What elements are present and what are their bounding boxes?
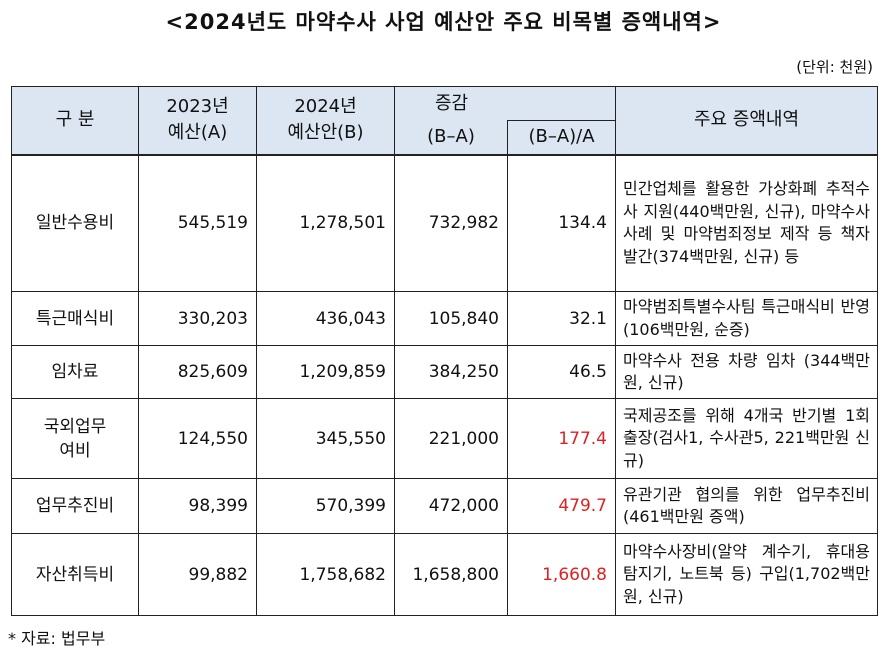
row-budget-2023: 545,519 xyxy=(138,154,257,292)
row-category: 업무추진비 xyxy=(11,478,139,534)
row-budget-2024: 345,550 xyxy=(256,398,395,479)
header-category: 구 분 xyxy=(11,86,139,155)
table-header: 구 분 2023년 예산(A) 2024년 예산안(B) 증감 주요 증액내역 … xyxy=(11,86,878,155)
header-budget-2024-year: 2024년 xyxy=(294,96,357,118)
row-category: 일반수용비 xyxy=(11,154,139,292)
table-row: 일반수용비 545,519 1,278,501 732,982 134.4 민간… xyxy=(11,154,878,292)
row-category: 자산취득비 xyxy=(11,533,139,616)
row-budget-2023: 825,609 xyxy=(138,345,257,399)
header-budget-2023-year: 2023년 xyxy=(166,96,229,118)
unit-label: (단위: 천원) xyxy=(796,58,873,76)
row-rate: 134.4 xyxy=(507,154,616,292)
row-change: 105,840 xyxy=(394,291,508,346)
row-details: 마약범죄특별수사팀 특근매식비 반영(106백만원, 순증) xyxy=(615,291,878,346)
table-row: 업무추진비 98,399 570,399 472,000 479.7 유관기관 … xyxy=(11,478,878,534)
table-row: 자산취득비 99,882 1,758,682 1,658,800 1,660.8… xyxy=(11,533,878,616)
row-change: 384,250 xyxy=(394,345,508,399)
row-rate: 32.1 xyxy=(507,291,616,346)
row-budget-2024: 436,043 xyxy=(256,291,395,346)
row-change: 221,000 xyxy=(394,398,508,479)
row-budget-2023: 98,399 xyxy=(138,478,257,534)
header-budget-2023: 2023년 예산(A) xyxy=(138,86,257,155)
header-details: 주요 증액내역 xyxy=(615,86,878,155)
table-row: 특근매식비 330,203 436,043 105,840 32.1 마약범죄특… xyxy=(11,291,878,346)
row-budget-2024: 570,399 xyxy=(256,478,395,534)
row-change: 472,000 xyxy=(394,478,508,534)
row-change: 732,982 xyxy=(394,154,508,292)
row-rate: 1,660.8 xyxy=(507,533,616,616)
row-details: 민간업체를 활용한 가상화폐 추적수사 지원(440백만원, 신규), 마약수사… xyxy=(615,154,878,292)
row-budget-2023: 99,882 xyxy=(138,533,257,616)
header-budget-2024: 2024년 예산안(B) xyxy=(256,86,395,155)
row-change: 1,658,800 xyxy=(394,533,508,616)
row-category-line1: 국외업무 xyxy=(43,416,107,437)
header-budget-2023-label: 예산(A) xyxy=(167,122,228,144)
row-budget-2023: 330,203 xyxy=(138,291,257,346)
row-budget-2024: 1,758,682 xyxy=(256,533,395,616)
header-budget-2024-label: 예산안(B) xyxy=(287,122,364,144)
table-row: 국외업무 여비 124,550 345,550 221,000 177.4 국제… xyxy=(11,398,878,479)
table-row: 임차료 825,609 1,209,859 384,250 46.5 마약수사 … xyxy=(11,345,878,399)
budget-table: 구 분 2023년 예산(A) 2024년 예산안(B) 증감 주요 증액내역 … xyxy=(11,86,878,616)
row-details: 마약수사장비(알약 계수기, 휴대용 탐지기, 노트북 등) 구입(1,702백… xyxy=(615,533,878,616)
row-budget-2024: 1,278,501 xyxy=(256,154,395,292)
header-change: 증감 xyxy=(394,86,616,121)
source-note: * 자료: 법무부 xyxy=(8,629,106,648)
header-change-rate: (B–A)/A xyxy=(507,120,616,155)
row-details: 유관기관 협의를 위한 업무추진비(461백만원 증액) xyxy=(615,478,878,534)
row-budget-2024: 1,209,859 xyxy=(256,345,395,399)
row-details: 마약수사 전용 차량 임차 (344백만원, 신규) xyxy=(615,345,878,399)
row-details: 국제공조를 위해 4개국 반기별 1회 출장(검사1, 수사관5, 221백만원… xyxy=(615,398,878,479)
row-category-line2: 여비 xyxy=(59,440,91,461)
row-budget-2023: 124,550 xyxy=(138,398,257,479)
header-change-label: 증감 xyxy=(434,92,469,114)
row-rate: 46.5 xyxy=(507,345,616,399)
table-body: 일반수용비 545,519 1,278,501 732,982 134.4 민간… xyxy=(11,154,878,616)
document-title: <2024년도 마약수사 사업 예산안 주요 비목별 증액내역> xyxy=(165,10,722,34)
row-rate: 479.7 xyxy=(507,478,616,534)
row-category: 국외업무 여비 xyxy=(11,398,139,479)
row-category: 특근매식비 xyxy=(11,291,139,346)
header-change-amount: (B–A) xyxy=(394,120,508,155)
row-category: 임차료 xyxy=(11,345,139,399)
row-rate: 177.4 xyxy=(507,398,616,479)
